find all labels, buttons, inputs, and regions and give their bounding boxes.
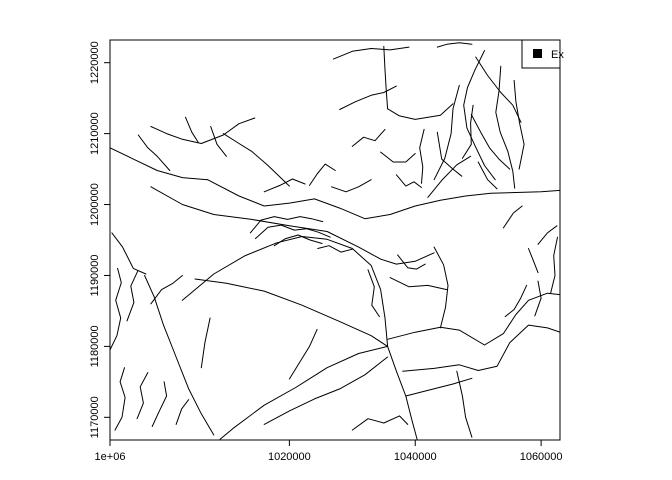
- line-feature: [194, 278, 389, 347]
- line-feature: [419, 128, 425, 184]
- line-feature: [367, 269, 380, 318]
- line-feature: [405, 377, 473, 397]
- line-feature: [254, 224, 331, 240]
- line-feature: [150, 186, 435, 265]
- line-feature: [200, 317, 211, 369]
- line-feature: [249, 216, 324, 234]
- y-tick-label: 1200000: [89, 183, 101, 226]
- y-tick-label: 1180000: [89, 325, 101, 367]
- x-tick-label: 1e+06: [95, 451, 126, 463]
- line-feature: [470, 114, 511, 170]
- line-feature: [534, 280, 542, 317]
- line-feature: [389, 277, 448, 291]
- line-feature: [351, 415, 409, 431]
- x-tick-label: 1040000: [394, 451, 437, 463]
- line-feature: [537, 225, 558, 245]
- line-feature: [433, 246, 449, 329]
- line-feature: [528, 248, 539, 274]
- line-feature: [288, 328, 318, 380]
- line-feature: [427, 155, 472, 198]
- line-feature: [137, 134, 171, 171]
- line-feature: [477, 161, 498, 190]
- line-feature: [309, 163, 336, 186]
- line-feature: [456, 370, 473, 438]
- line-feature: [126, 270, 139, 322]
- y-tick-label: 1170000: [89, 396, 101, 438]
- line-network: [110, 42, 560, 440]
- line-feature: [513, 79, 525, 170]
- line-feature: [339, 85, 397, 110]
- line-feature: [263, 356, 389, 425]
- plot-frame: [109, 39, 561, 441]
- line-feature: [150, 117, 256, 144]
- line-feature: [151, 381, 168, 427]
- legend-box: [521, 39, 561, 69]
- line-feature: [317, 245, 353, 253]
- line-feature: [397, 254, 426, 270]
- line-feature: [380, 151, 416, 163]
- line-feature: [402, 324, 560, 372]
- y-tick-label: 1190000: [89, 254, 101, 296]
- line-feature: [175, 399, 190, 425]
- line-feature: [351, 128, 386, 147]
- line-feature: [185, 116, 199, 143]
- line-feature: [495, 65, 516, 189]
- line-feature: [436, 42, 473, 48]
- line-feature: [111, 232, 147, 275]
- line-feature: [387, 345, 418, 440]
- line-feature: [150, 275, 183, 305]
- legend-label: Ex: [551, 49, 564, 61]
- x-tick-label: 1060000: [520, 451, 563, 463]
- line-feature: [502, 205, 523, 229]
- line-feature: [210, 126, 227, 157]
- line-feature: [395, 174, 422, 188]
- line-feature: [273, 234, 323, 247]
- line-feature: [222, 133, 290, 187]
- line-feature: [181, 236, 389, 347]
- line-feature: [387, 292, 560, 346]
- line-feature: [263, 178, 306, 193]
- line-feature: [331, 179, 372, 193]
- line-feature: [136, 372, 149, 420]
- line-feature: [433, 84, 460, 181]
- x-axis: 1e+06 1020000 1040000 1060000: [95, 440, 563, 463]
- line-feature: [207, 179, 560, 220]
- legend: Ex: [521, 39, 564, 69]
- y-tick-label: 1210000: [89, 112, 101, 155]
- y-tick-label: 1220000: [89, 41, 101, 84]
- line-feature: [144, 275, 215, 436]
- line-feature: [110, 267, 122, 351]
- line-feature: [504, 284, 528, 318]
- line-feature: [219, 345, 389, 440]
- line-feature: [463, 50, 496, 181]
- line-feature: [461, 104, 474, 159]
- line-feature: [383, 45, 454, 120]
- x-tick-label: 1020000: [268, 451, 311, 463]
- line-feature: [110, 147, 209, 181]
- y-axis: 1170000 1180000 1190000 1200000 1210000 12200…: [89, 41, 110, 438]
- legend-swatch: [533, 49, 542, 58]
- line-feature: [332, 46, 410, 60]
- line-feature: [550, 236, 558, 294]
- line-feature: [475, 56, 522, 123]
- line-feature: [436, 131, 463, 177]
- line-feature: [114, 367, 126, 431]
